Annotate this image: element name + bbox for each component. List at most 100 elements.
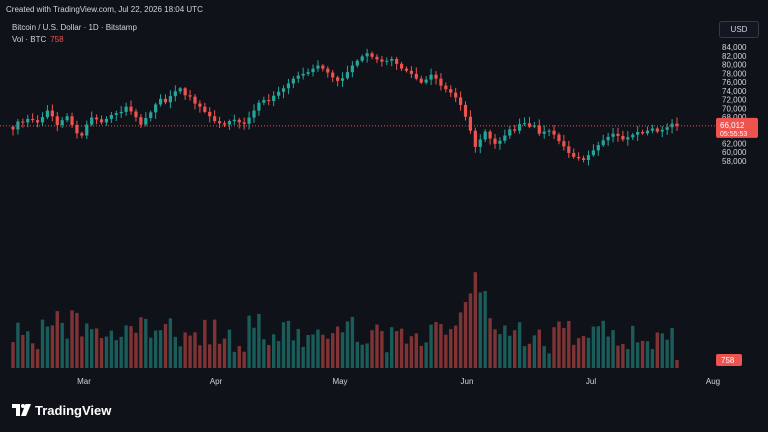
- candle-body: [40, 117, 45, 123]
- candle-body: [70, 116, 74, 126]
- volume-bar: [163, 324, 168, 368]
- volume-bar: [606, 336, 610, 368]
- candle-body: [581, 158, 586, 160]
- candle-body: [444, 85, 448, 90]
- candle-body: [552, 130, 556, 135]
- volume-bar: [306, 334, 310, 368]
- price-axis-label: 70,000: [722, 104, 747, 113]
- volume-bar: [134, 332, 138, 368]
- volume-bar: [508, 335, 512, 368]
- candle-body: [375, 56, 379, 60]
- volume-bar: [11, 342, 15, 368]
- candle-body: [247, 117, 251, 124]
- candle-body: [542, 131, 546, 134]
- volume-bar: [85, 323, 89, 368]
- candle-body: [404, 68, 409, 71]
- volume-bar: [453, 325, 458, 368]
- volume-bar: [50, 325, 55, 368]
- volume-bar: [119, 336, 123, 368]
- volume-bar: [149, 337, 153, 368]
- volume-bar: [557, 321, 561, 368]
- candle-body: [449, 89, 453, 93]
- candle-body: [134, 111, 138, 118]
- volume-bar: [424, 342, 428, 368]
- candle-body: [281, 88, 286, 92]
- candle-body: [439, 78, 443, 86]
- volume-bar: [611, 330, 615, 368]
- candle-body: [267, 100, 271, 102]
- candle-body: [616, 133, 620, 136]
- volume-bar: [345, 321, 350, 368]
- volume-bar: [468, 293, 473, 368]
- candle-body: [645, 130, 650, 134]
- candle-body: [458, 97, 463, 105]
- volume-bar: [114, 340, 118, 368]
- candle-body: [321, 65, 325, 69]
- candle-body: [277, 91, 281, 96]
- candle-body: [562, 141, 566, 147]
- candle-body: [547, 130, 551, 132]
- candle-body: [577, 156, 581, 159]
- volume-bar: [173, 336, 178, 368]
- candle-body: [227, 121, 232, 125]
- candle-body: [262, 100, 266, 103]
- volume-bar: [247, 315, 251, 368]
- candle-body: [675, 123, 679, 126]
- volume-bar: [35, 349, 40, 368]
- volume-bar: [572, 344, 576, 368]
- candle-body: [104, 118, 109, 123]
- candle-body: [163, 98, 168, 103]
- candle-body: [385, 60, 389, 62]
- volume-bar: [621, 343, 625, 368]
- candle-body: [473, 130, 477, 147]
- candle-body: [414, 73, 418, 79]
- volume-bar: [404, 343, 409, 368]
- candle-body: [508, 129, 512, 136]
- time-axis-label: Mar: [77, 377, 91, 386]
- time-axis[interactable]: Mar Apr May Jun Jul Aug: [77, 377, 720, 386]
- volume-bar: [70, 310, 74, 368]
- volume-bar: [552, 327, 556, 368]
- candle-body: [55, 116, 59, 126]
- volume-bar: [439, 323, 443, 368]
- candle-body: [596, 145, 600, 151]
- volume-bar: [503, 325, 507, 368]
- candle-body: [424, 79, 428, 83]
- candle-body: [154, 104, 158, 113]
- time-axis-label: May: [332, 377, 347, 386]
- volume-bar: [55, 311, 59, 368]
- candle-body: [35, 120, 40, 123]
- volume-bar: [60, 322, 64, 368]
- volume-bar: [463, 302, 468, 368]
- candle-body: [365, 53, 369, 57]
- volume-bar: [522, 346, 527, 368]
- volume-bar: [498, 334, 502, 368]
- currency-button[interactable]: USD: [719, 21, 759, 38]
- volume-bar: [399, 328, 404, 368]
- candle-body: [178, 88, 182, 92]
- bar-countdown: 05:55:53: [720, 131, 747, 138]
- candle-body: [99, 119, 104, 123]
- volume-bar: [321, 334, 325, 368]
- volume-bar: [257, 313, 261, 368]
- candle-body: [331, 72, 335, 78]
- volume-bars: [11, 272, 679, 368]
- volume-bar: [16, 322, 20, 368]
- last-price-tag: 66,012 05:55:53: [716, 117, 758, 138]
- last-volume-tag: 758: [716, 354, 742, 366]
- volume-bar: [547, 353, 551, 368]
- price-axis-label: 78,000: [722, 69, 747, 78]
- tradingview-logo[interactable]: TradingView: [12, 403, 111, 418]
- candle-body: [193, 96, 197, 104]
- candle-body: [109, 114, 113, 119]
- candle-body: [478, 139, 482, 147]
- candle-body: [355, 60, 359, 66]
- price-axis[interactable]: 58,00060,00062,00064,00066,00068,00070,0…: [722, 43, 747, 166]
- volume-bar: [188, 335, 192, 368]
- volume-bar: [527, 343, 532, 368]
- candle-body: [434, 74, 438, 79]
- volume-bar: [375, 324, 379, 368]
- volume-bar: [414, 333, 419, 368]
- volume-bar: [409, 336, 414, 368]
